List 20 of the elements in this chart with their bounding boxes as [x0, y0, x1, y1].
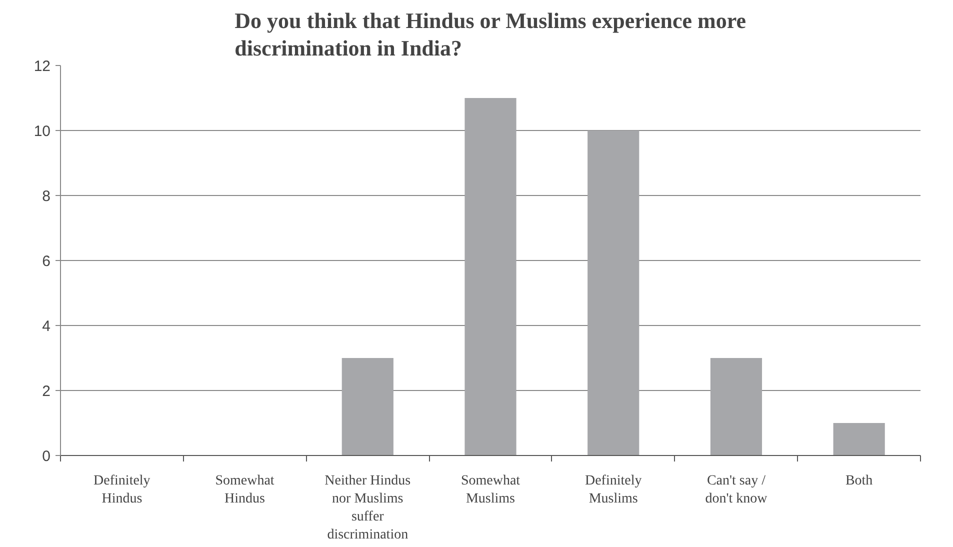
- chart-title: Do you think that Hindus or Muslims experience more discrimination in India?: [234, 8, 746, 60]
- bar: [464, 98, 516, 456]
- y-tick-label: 0: [42, 448, 50, 465]
- x-tick-label: Somewhat Muslims: [460, 474, 520, 506]
- y-tick-label: 4: [42, 318, 50, 335]
- y-tick-label: 12: [34, 58, 51, 75]
- x-tick-label: Can't say / don't know: [705, 474, 768, 506]
- y-tick-label: 8: [42, 188, 50, 205]
- x-tick-label: Definitely Muslims: [584, 474, 642, 506]
- bar: [342, 358, 394, 456]
- x-tick-label: Definitely Hindus: [94, 474, 150, 506]
- bar: [833, 423, 885, 456]
- y-tick-label: 2: [42, 383, 50, 400]
- y-tick-label: 6: [42, 253, 50, 270]
- y-tick-label: 10: [34, 123, 51, 140]
- x-tick-label: Somewhat Hindus: [215, 474, 274, 506]
- bar: [588, 130, 640, 456]
- bar: [710, 358, 762, 456]
- x-tick-label: Both: [845, 474, 873, 488]
- x-tick-label: Neither Hindus nor Muslims suffer discrimination: [324, 474, 411, 542]
